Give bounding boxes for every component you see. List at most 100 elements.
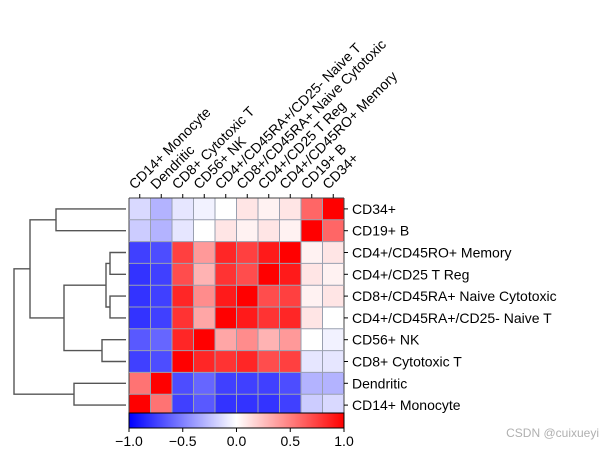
heatmap-cell xyxy=(301,219,323,242)
heatmap-cell xyxy=(150,285,172,307)
heatmap-cell xyxy=(322,285,344,307)
heatmap-cell xyxy=(215,285,237,307)
heatmap-cell xyxy=(193,328,215,351)
heatmap-cell xyxy=(215,350,237,373)
heatmap-cell xyxy=(215,307,237,329)
heatmap-cell xyxy=(301,307,323,329)
colorbar-gradient xyxy=(128,412,345,429)
heatmap-cell xyxy=(193,198,215,220)
heatmap-cell xyxy=(129,241,151,264)
dendrogram-branch xyxy=(73,382,126,406)
heatmap-cell xyxy=(279,307,301,329)
row-label: CD4+/CD45RA+/CD25- Naive T xyxy=(352,310,552,326)
heatmap-cell xyxy=(215,372,237,395)
heatmap-cell xyxy=(236,328,258,351)
heatmap-cell xyxy=(301,372,323,395)
heatmap-cell xyxy=(150,328,172,351)
heatmap-cell xyxy=(129,328,151,351)
heatmap-cell xyxy=(129,350,151,373)
heatmap-cell xyxy=(129,394,151,416)
heatmap-cell xyxy=(172,219,194,242)
heatmap-cell xyxy=(193,307,215,329)
heatmap-cell xyxy=(236,241,258,264)
heatmap-cell xyxy=(279,394,301,416)
heatmap-cell xyxy=(193,350,215,373)
heatmap-cell xyxy=(172,198,194,220)
heatmap-cell xyxy=(172,328,194,351)
heatmap-cell xyxy=(172,394,194,416)
row-dendrogram xyxy=(13,208,126,406)
heatmap-cell xyxy=(172,263,194,286)
heatmap-cell xyxy=(301,241,323,264)
heatmap-cell xyxy=(150,241,172,264)
heatmap-cell xyxy=(150,307,172,329)
heatmap-cell xyxy=(322,350,344,373)
heatmap-cell xyxy=(322,328,344,351)
heatmap-cell xyxy=(215,263,237,286)
heatmap-cell xyxy=(172,241,194,264)
heatmap-cell xyxy=(172,307,194,329)
heatmap-cell xyxy=(193,241,215,264)
colorbar-tick-label: 0.5 xyxy=(281,433,301,449)
heatmap-cell xyxy=(236,307,258,329)
heatmap-cell xyxy=(215,328,237,351)
heatmap-cell xyxy=(258,241,280,264)
heatmap-grid xyxy=(128,197,345,417)
heatmap-cell xyxy=(279,241,301,264)
heatmap-cell xyxy=(129,198,151,220)
heatmap-cell xyxy=(279,219,301,242)
colorbar-tick-label: −0.5 xyxy=(169,433,197,449)
heatmap-cell xyxy=(258,198,280,220)
colorbar: −1.0 −0.5 0.0 0.5 1.0 xyxy=(115,412,354,449)
heatmap-cell xyxy=(129,372,151,395)
heatmap-cell xyxy=(322,307,344,329)
dendrogram-branch xyxy=(63,284,106,352)
heatmap-cell xyxy=(301,285,323,307)
heatmap-cell xyxy=(236,219,258,242)
heatmap-cell xyxy=(172,372,194,395)
heatmap-cell xyxy=(150,263,172,286)
heatmap-cell xyxy=(301,328,323,351)
row-label: CD8+ Cytotoxic T xyxy=(352,354,462,370)
row-label: Dendritic xyxy=(352,375,407,391)
heatmap-cell xyxy=(322,241,344,264)
heatmap-cell xyxy=(193,372,215,395)
heatmap-cell xyxy=(258,372,280,395)
heatmap-cell xyxy=(322,394,344,416)
heatmap-cell xyxy=(193,219,215,242)
heatmap-cell xyxy=(215,198,237,220)
heatmap-cell xyxy=(258,394,280,416)
row-label: CD34+ xyxy=(352,201,396,217)
row-label: CD8+/CD45RA+ Naive Cytotoxic xyxy=(352,288,557,304)
heatmap-cell xyxy=(215,241,237,264)
heatmap-cell xyxy=(258,263,280,286)
row-label: CD56+ NK xyxy=(352,332,420,348)
dendrogram-branch xyxy=(55,208,126,232)
heatmap-cell xyxy=(129,285,151,307)
heatmap-cell xyxy=(150,350,172,373)
heatmap-cell xyxy=(258,219,280,242)
heatmap-cell xyxy=(301,350,323,373)
dendrogram-branch xyxy=(29,219,64,319)
row-label: CD19+ B xyxy=(352,223,409,239)
heatmap-cell xyxy=(279,350,301,373)
heatmap-cell xyxy=(150,372,172,395)
heatmap-cells xyxy=(129,198,344,416)
heatmap-cell xyxy=(193,394,215,416)
heatmap-cell xyxy=(258,350,280,373)
heatmap-cell xyxy=(258,285,280,307)
dendrogram-branch xyxy=(109,251,126,275)
heatmap-cell xyxy=(150,219,172,242)
row-label: CD14+ Monocyte xyxy=(352,397,461,413)
dendrogram-branch xyxy=(109,295,126,319)
heatmap-cell xyxy=(129,307,151,329)
heatmap-cell xyxy=(279,263,301,286)
heatmap-cell xyxy=(215,219,237,242)
heatmap-cell xyxy=(322,263,344,286)
colorbar-tick-label: 0.0 xyxy=(227,433,247,449)
heatmap-cell xyxy=(301,394,323,416)
row-label: CD4+/CD45RO+ Memory xyxy=(352,245,512,261)
heatmap-cell xyxy=(129,219,151,242)
heatmap-cell xyxy=(322,372,344,395)
